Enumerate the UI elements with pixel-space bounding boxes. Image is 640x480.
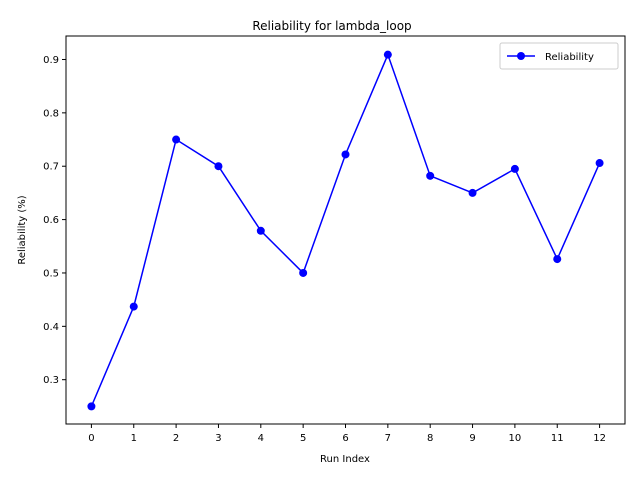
x-axis-label: Run Index bbox=[320, 454, 370, 465]
data-point bbox=[299, 268, 308, 277]
y-tick-label: 0.7 bbox=[43, 162, 59, 173]
y-tick-label: 0.5 bbox=[43, 268, 59, 279]
x-tick-label: 0 bbox=[88, 433, 94, 444]
data-point bbox=[595, 159, 604, 168]
plot-area: 0 1 2 3 4 5 6 7 8 9 10 11 12 0.30.40.50.60.70.80.9 bbox=[43, 35, 626, 444]
data-point bbox=[341, 150, 350, 159]
data-point bbox=[214, 162, 223, 171]
legend: Reliability bbox=[499, 42, 619, 70]
x-tick-label: 10 bbox=[509, 433, 522, 444]
x-tick-label: 3 bbox=[215, 433, 221, 444]
x-tick-label: 9 bbox=[469, 433, 475, 444]
y-tick-label: 0.4 bbox=[43, 322, 59, 333]
y-axis-label: Reliability (%) bbox=[17, 195, 28, 264]
legend-marker-icon bbox=[517, 52, 525, 60]
x-tick-label: 6 bbox=[342, 433, 348, 444]
data-point bbox=[553, 255, 562, 264]
y-tick-label: 0.9 bbox=[43, 55, 59, 66]
data-point bbox=[129, 302, 138, 311]
x-tick-label: 8 bbox=[427, 433, 433, 444]
data-point bbox=[87, 402, 96, 411]
x-tick-label: 12 bbox=[593, 433, 606, 444]
x-tick-label: 1 bbox=[131, 433, 137, 444]
series-points bbox=[87, 50, 604, 411]
legend-box bbox=[499, 42, 619, 70]
data-point bbox=[256, 226, 265, 235]
data-point bbox=[172, 135, 181, 144]
data-point bbox=[510, 164, 519, 173]
data-point bbox=[426, 171, 435, 180]
plot-frame bbox=[65, 35, 626, 425]
legend-label-reliability: Reliability bbox=[545, 52, 594, 63]
series-line-reliability bbox=[90, 52, 601, 407]
y-axis: 0.3 0.4 0.5 0.6 0.7 0.8 0.9 bbox=[43, 55, 66, 386]
x-tick-label: 5 bbox=[300, 433, 306, 444]
data-point bbox=[383, 50, 392, 59]
y-tick-label: 0.6 bbox=[43, 215, 59, 226]
chart-title: Reliability for lambda_loop bbox=[252, 19, 411, 33]
x-tick-label: 4 bbox=[258, 433, 264, 444]
data-point bbox=[468, 188, 477, 197]
y-tick-label: 0.8 bbox=[43, 108, 59, 119]
y-tick-label: 0.3 bbox=[43, 375, 59, 386]
x-axis: 0 1 2 3 4 5 6 7 8 9 10 11 12 bbox=[88, 424, 606, 444]
x-tick-label: 11 bbox=[551, 433, 564, 444]
x-tick-label: 7 bbox=[385, 433, 391, 444]
x-tick-label: 2 bbox=[173, 433, 179, 444]
